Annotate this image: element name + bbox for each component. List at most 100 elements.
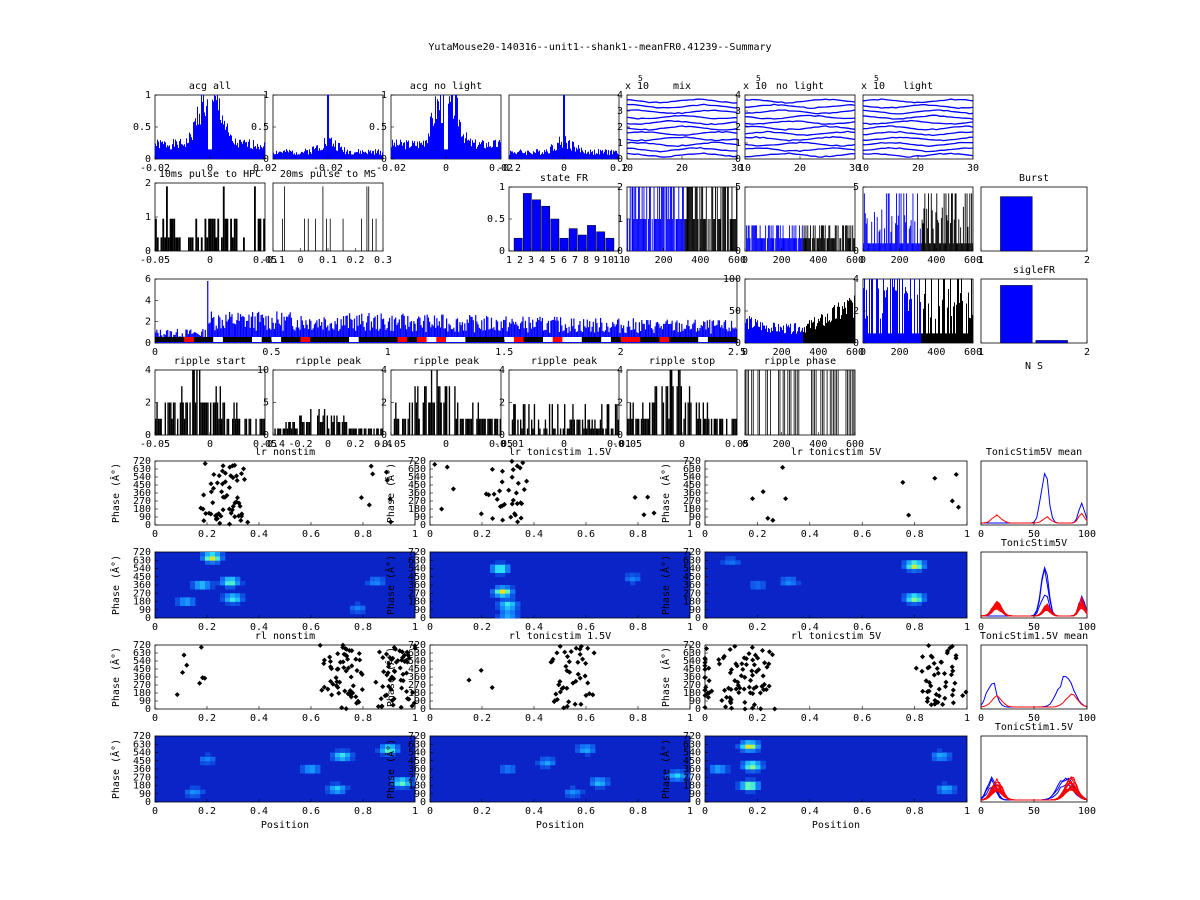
heat_rl_nonstim-cell	[410, 781, 416, 786]
session_fr-state-strip	[339, 337, 350, 342]
rl_tonicstim_5-point	[758, 706, 764, 712]
fr_time_3-bar	[907, 243, 909, 251]
ripple_peak_2-bar	[402, 418, 404, 435]
lr_nonstim-point	[227, 464, 233, 470]
ripple_peak_2-bar	[408, 402, 411, 435]
heat_rl_1_5-cell	[605, 777, 611, 782]
heat_rl_nonstim-cell	[335, 756, 341, 762]
heat_rl_nonstim-cell	[395, 781, 401, 786]
heat_lr_5-cell	[916, 601, 923, 607]
session_fr-bar	[395, 317, 397, 343]
heat_rl_nonstim-cell	[335, 789, 341, 795]
acg_light-bar	[527, 150, 528, 159]
heat_lr_5-cell	[911, 560, 918, 565]
heat_lr_1_5-cell	[490, 568, 496, 574]
ripple_peak_2-bar	[433, 402, 435, 435]
fr_time_1-bar	[638, 187, 640, 251]
session_fr-state-strip	[523, 337, 534, 342]
acg_light-bar	[553, 150, 554, 159]
rl_nonstim-ytick-label: 720	[133, 640, 151, 651]
session_fr-bar	[365, 322, 368, 343]
session_fr-bar	[534, 326, 536, 343]
fr_split_a-bar	[781, 327, 782, 343]
session_fr-bar	[289, 312, 291, 343]
fr_split_b-bar	[878, 288, 879, 343]
wave_light-exponent-base: x 10	[861, 81, 885, 92]
wave_light-title: light	[903, 81, 933, 92]
tonic1_5v_mean-xtick-label: 50	[1028, 713, 1040, 724]
fr_split_b-bar	[971, 279, 972, 343]
sigle_fr-xtick-label: 2	[1084, 347, 1090, 358]
acg_all_light-bar	[323, 148, 324, 159]
ripple_stop-bar	[705, 418, 707, 435]
ripple_start-bar	[215, 386, 217, 435]
heat_rl_5-cell	[750, 740, 756, 745]
rl_nonstim-ytick-label: 180	[133, 688, 151, 699]
rl_tonicstim_5-point	[727, 695, 733, 701]
session_fr-bar	[509, 322, 511, 343]
acg_no_light-bar	[494, 140, 495, 159]
lr_tonicstim_1_5-ytick-label: 270	[408, 496, 426, 507]
heat_rl_5-cell	[715, 764, 721, 770]
session_fr-bar	[501, 327, 503, 343]
ripple_peak_1-bar	[296, 428, 298, 435]
acg_all_light-bar	[346, 151, 347, 159]
acg_light-bar	[512, 151, 513, 159]
session_fr-bar	[689, 329, 691, 343]
session_fr-bar	[275, 323, 277, 343]
acg_no_light-xtick-label: -0.02	[376, 163, 406, 174]
fr_time_1-bar	[656, 219, 658, 251]
rl_tonicstim_5-point	[702, 663, 708, 669]
fr_time_1-bar	[649, 187, 650, 251]
rl_nonstim-point	[398, 677, 404, 683]
acg_all-bar	[205, 116, 206, 159]
fr_split_b-bar	[972, 314, 973, 343]
fr_split_b-bar	[867, 315, 868, 343]
fr_split_b-bar	[942, 299, 943, 343]
acg_all-bar	[193, 122, 194, 159]
session_fr-bar	[728, 327, 730, 343]
ripple_phase-bar	[848, 370, 850, 435]
acg_light-bar	[513, 153, 514, 159]
session_fr-bar	[325, 327, 328, 343]
lr_tonicstim_5-xtick-label: 0.4	[801, 529, 819, 540]
acg_all-bar	[249, 139, 250, 159]
fr_split_b-bar	[899, 279, 900, 343]
session_fr-bar	[683, 328, 685, 343]
heat_lr_5-cell	[911, 593, 918, 598]
session_fr-ytick-label: 0	[145, 338, 151, 349]
session_fr-bar	[507, 327, 510, 343]
heat_lr_5-cell	[921, 560, 928, 565]
heat_rl_5-cell	[745, 781, 751, 786]
session_fr-bar	[732, 327, 734, 343]
session_fr-bar	[353, 318, 356, 343]
session_fr-bar	[410, 321, 413, 343]
ripple_peak_1-bar	[352, 428, 355, 435]
fr_time_2-bar	[789, 238, 791, 251]
heat_rl_5-cell	[750, 789, 756, 795]
fr_time_1-ytick-label: 0	[617, 246, 623, 257]
heat_rl_nonstim-xtick-label: 1	[412, 806, 418, 817]
heat_lr_5-cell	[785, 576, 792, 582]
fr_split_b-bar	[913, 333, 914, 343]
ripple_peak_3-bar	[606, 404, 608, 435]
session_fr-bar	[156, 329, 158, 343]
session_fr-bar	[311, 329, 313, 343]
fr_split_a-bar	[821, 314, 822, 343]
fr_time_2-bar	[840, 238, 842, 251]
lr_nonstim-point	[383, 469, 389, 475]
fr_time_2-bar	[756, 238, 758, 251]
session_fr-bar	[538, 320, 540, 343]
fr_split_a-bar	[831, 320, 832, 343]
heat_lr_nonstim-cell	[350, 605, 356, 611]
session_fr-state-strip	[387, 337, 398, 342]
session_fr-bar	[699, 327, 701, 343]
ripple_stop-bar	[684, 402, 687, 435]
heat_rl_1_5-cell	[665, 773, 671, 778]
rl_tonicstim_5-point	[706, 665, 712, 671]
burst-axes	[980, 186, 1088, 252]
lr_nonstim-title: lr nonstim	[255, 447, 315, 458]
fr_time_2-bar	[814, 225, 816, 251]
wave_no_light-waveform-line	[744, 125, 856, 131]
ripple_phase-bar	[833, 370, 834, 435]
